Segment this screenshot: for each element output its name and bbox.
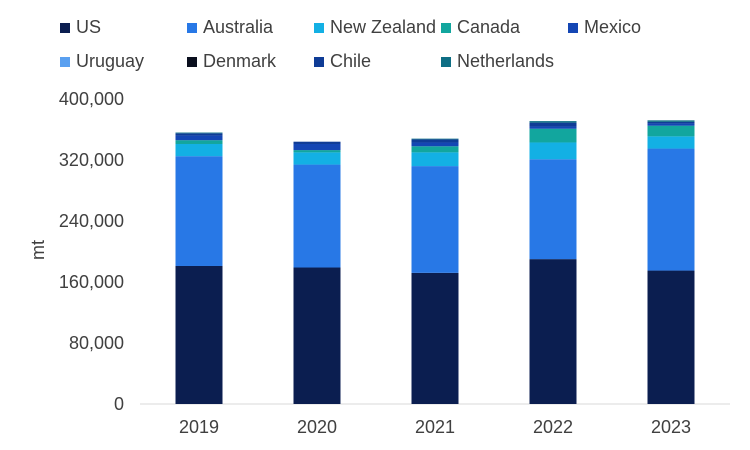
legend-item: Chile — [314, 51, 371, 72]
bar-segment-chile-2022 — [529, 122, 577, 127]
legend-label: Uruguay — [76, 51, 145, 71]
bar-segment-us-2019 — [175, 265, 223, 404]
bar-segment-australia-2022 — [529, 159, 577, 260]
legend-swatch — [314, 56, 324, 67]
x-tick-label: 2022 — [533, 417, 573, 437]
x-tick-label: 2020 — [297, 417, 337, 437]
bar-segment-canada-2021 — [411, 146, 459, 153]
y-tick-label: 80,000 — [69, 333, 124, 353]
legend-label: New Zealand — [330, 17, 437, 37]
bar-segment-canada-2019 — [175, 140, 223, 144]
bar-segment-us-2021 — [411, 272, 459, 404]
y-axis-label: mt — [28, 240, 48, 260]
legend-swatch — [187, 22, 197, 33]
legend-item: Uruguay — [60, 51, 144, 72]
bar-segment-netherlands-2023 — [647, 120, 695, 122]
legend-item: US — [60, 17, 101, 38]
bar-segment-australia-2023 — [647, 148, 695, 271]
bar-segment-mexico-2020 — [293, 143, 341, 151]
bar-segment-us-2023 — [647, 270, 695, 404]
axis-layer: 0 80,000 160,000 240,000 320,000 400,000 2019 2… — [59, 89, 730, 437]
bar-segment-mexico-2021 — [411, 142, 459, 147]
bar-segment-mexico-2019 — [175, 135, 223, 141]
legend-item: Canada — [441, 17, 520, 38]
bar-segment-canada-2023 — [647, 125, 695, 137]
legend-label: Chile — [330, 51, 372, 71]
bar-segment-chile-2019 — [175, 133, 223, 136]
bar-segment-netherlands-2022 — [529, 121, 577, 123]
bar-segment-chile-2020 — [293, 141, 341, 144]
legend-swatch — [187, 56, 197, 67]
legend-swatch — [441, 22, 451, 33]
y-tick-label: 240,000 — [59, 211, 124, 231]
bar-segment-new-zealand-2021 — [411, 152, 459, 167]
y-tick-label: 400,000 — [59, 89, 124, 109]
x-tick-label: 2019 — [179, 417, 219, 437]
bar-segment-new-zealand-2020 — [293, 152, 341, 165]
legend-label: Netherlands — [457, 51, 555, 71]
bar-segment-chile-2021 — [411, 139, 459, 143]
x-tick-label: 2021 — [415, 417, 455, 437]
bar-segment-mexico-2023 — [647, 123, 695, 126]
legend-item: Netherlands — [441, 51, 554, 72]
bar-segment-australia-2020 — [293, 164, 341, 268]
legend-swatch — [60, 22, 70, 33]
y-tick-label: 320,000 — [59, 150, 124, 170]
bar-segment-us-2022 — [529, 259, 577, 404]
bar-segment-chile-2023 — [647, 121, 695, 124]
bar-segment-us-2020 — [293, 267, 341, 404]
legend-label: Denmark — [203, 51, 277, 71]
x-tick-label: 2023 — [651, 417, 691, 437]
legend-swatch — [60, 56, 70, 67]
legend-label: US — [76, 17, 102, 37]
legend-swatch — [314, 22, 324, 33]
legend-item: Mexico — [568, 17, 641, 38]
legend-label: Canada — [457, 17, 521, 37]
bar-segment-australia-2021 — [411, 166, 459, 273]
bar-segment-new-zealand-2019 — [175, 143, 223, 157]
bars-layer — [175, 120, 695, 404]
legend-item: New Zealand — [314, 17, 436, 38]
y-tick-label: 160,000 — [59, 272, 124, 292]
legend-swatch — [441, 56, 451, 67]
bar-segment-netherlands-2021 — [411, 138, 459, 140]
bar-segment-mexico-2022 — [529, 126, 577, 129]
bar-segment-australia-2019 — [175, 156, 223, 266]
legend-item: Australia — [187, 17, 273, 38]
legend-label: Mexico — [584, 17, 642, 37]
bar-segment-canada-2022 — [529, 128, 577, 143]
y-tick-label: 0 — [114, 394, 124, 414]
bar-segment-netherlands-2019 — [175, 132, 223, 134]
legend-label: Australia — [203, 17, 274, 37]
bar-segment-new-zealand-2023 — [647, 136, 695, 149]
bar-segment-new-zealand-2022 — [529, 142, 577, 160]
bar-segment-canada-2020 — [293, 150, 341, 153]
legend-item: Denmark — [187, 51, 276, 72]
legend-swatch — [568, 22, 578, 33]
